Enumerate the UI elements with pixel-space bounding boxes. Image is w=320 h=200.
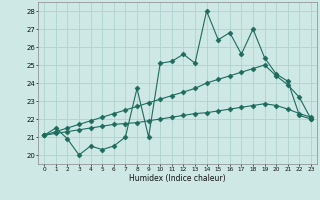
X-axis label: Humidex (Indice chaleur): Humidex (Indice chaleur) [129, 174, 226, 183]
